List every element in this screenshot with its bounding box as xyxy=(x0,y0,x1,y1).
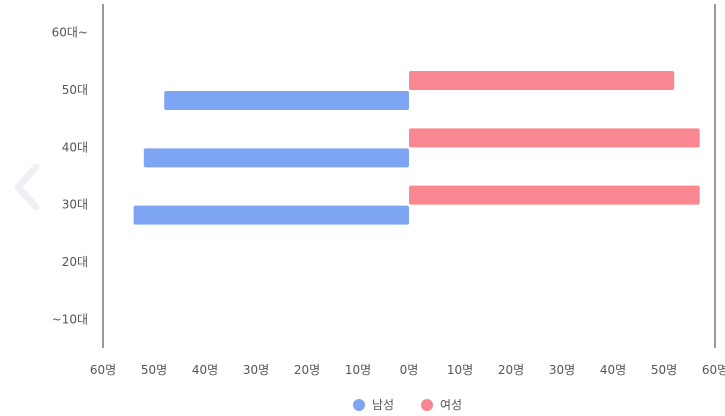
x-tick-label: 40명 xyxy=(192,363,218,377)
y-tick-label: 60대~ xyxy=(52,26,88,40)
x-tick-label: 10명 xyxy=(447,363,473,377)
y-tick-label: 30대 xyxy=(62,198,88,212)
x-tick-label: 30명 xyxy=(243,363,269,377)
x-tick-label: 0명 xyxy=(400,363,419,377)
bars xyxy=(133,71,700,225)
x-tick-label: 20명 xyxy=(498,363,524,377)
y-tick-label: 40대 xyxy=(62,140,88,154)
x-tick-label: 10명 xyxy=(345,363,371,377)
y-tick-label: ~10대 xyxy=(52,312,88,326)
x-tick-label: 30명 xyxy=(549,363,575,377)
chevron-left-icon xyxy=(14,163,40,211)
x-tick-label: 50명 xyxy=(651,363,677,377)
x-tick-label: 50명 xyxy=(141,363,167,377)
bar-male[interactable] xyxy=(164,91,409,110)
legend-swatch xyxy=(353,399,365,411)
bar-female[interactable] xyxy=(409,185,700,205)
legend-item[interactable]: 남성 xyxy=(353,398,394,412)
x-tick-label: 20명 xyxy=(294,363,320,377)
bar-male[interactable] xyxy=(133,205,409,225)
legend-label: 남성 xyxy=(372,398,394,412)
x-axis-ticks: 60명 50명 40명 30명 20명 10명 0명 10명 20명 30명 40명 50명 60명 xyxy=(90,363,725,377)
x-tick-label: 60명 xyxy=(90,363,116,377)
x-tick-label: 40명 xyxy=(600,363,626,377)
legend-swatch xyxy=(421,399,433,411)
legend-item[interactable]: 여성 xyxy=(421,398,462,412)
chart-prev-button[interactable] xyxy=(6,163,46,211)
y-axis-line xyxy=(102,4,716,348)
y-tick-label: 20대 xyxy=(62,255,88,269)
bar-male[interactable] xyxy=(143,148,410,168)
bar-female[interactable] xyxy=(409,128,700,148)
legend: 남성 여성 xyxy=(353,398,462,412)
x-tick-label: 60명 xyxy=(702,363,725,377)
bar-female[interactable] xyxy=(409,71,675,90)
y-tick-label: 50대 xyxy=(62,83,88,97)
legend-label: 여성 xyxy=(440,398,462,412)
y-axis-ticks: 60대~ 50대 40대 30대 20대 ~10대 xyxy=(52,26,88,327)
